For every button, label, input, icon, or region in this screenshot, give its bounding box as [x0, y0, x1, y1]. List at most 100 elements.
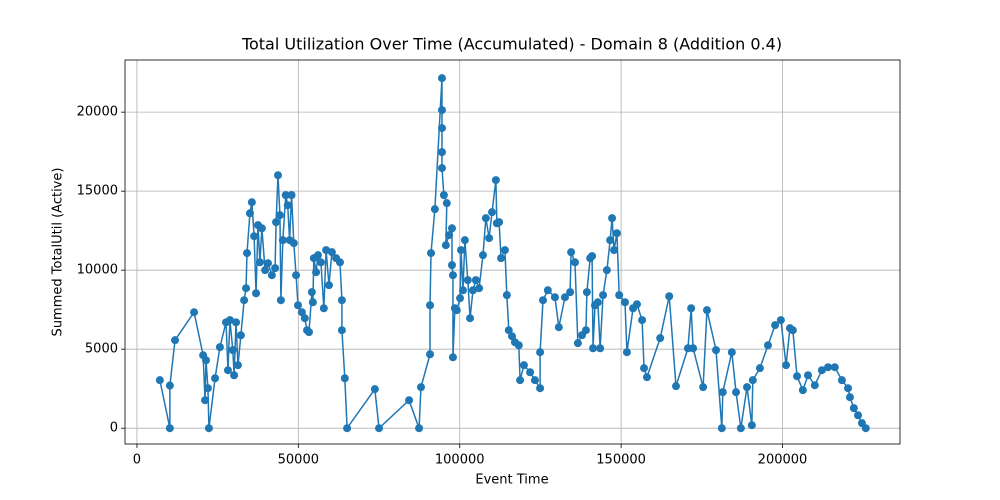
marker [460, 236, 469, 245]
line [159, 78, 867, 431]
marker [793, 372, 802, 381]
marker [426, 301, 435, 310]
marker [250, 232, 259, 241]
marker [516, 376, 525, 385]
y-tick-label: 5000 [85, 342, 118, 357]
x-tick-label: 200000 [758, 453, 808, 468]
marker [327, 248, 336, 257]
marker [554, 323, 563, 332]
marker [466, 314, 475, 323]
marker [699, 383, 708, 392]
marker [308, 298, 317, 307]
marker [844, 384, 853, 393]
marker [441, 241, 450, 250]
marker [615, 291, 624, 300]
marker [228, 346, 237, 355]
marker [596, 344, 605, 353]
marker [612, 229, 621, 238]
marker [447, 224, 456, 233]
marker [201, 396, 210, 405]
y-tick-label: 0 [110, 421, 118, 436]
marker [456, 294, 465, 303]
marker [314, 251, 323, 260]
marker [233, 361, 242, 370]
marker [810, 381, 819, 390]
marker [245, 209, 254, 218]
marker [437, 164, 446, 173]
marker [458, 286, 467, 295]
marker [638, 316, 647, 325]
marker [247, 198, 256, 207]
marker [437, 148, 446, 157]
marker [526, 368, 535, 377]
marker [202, 356, 211, 365]
marker [514, 341, 523, 350]
marker [488, 208, 497, 217]
marker [243, 249, 252, 258]
marker [849, 404, 858, 413]
marker [481, 214, 490, 223]
marker [665, 292, 674, 301]
marker [223, 366, 232, 375]
marker [276, 296, 285, 305]
marker [468, 286, 477, 295]
marker [689, 344, 698, 353]
y-tick-label: 20000 [77, 105, 118, 120]
marker [581, 326, 590, 335]
marker [593, 298, 602, 307]
marker [316, 258, 325, 267]
marker [203, 384, 212, 393]
marker [642, 373, 651, 382]
marker [837, 376, 846, 385]
marker [375, 424, 384, 433]
marker [437, 106, 446, 115]
marker [281, 191, 290, 200]
marker [307, 288, 316, 297]
marker [271, 264, 280, 273]
marker [702, 306, 711, 315]
marker [536, 384, 545, 393]
marker [475, 284, 484, 293]
marker [426, 249, 435, 258]
marker [267, 271, 276, 280]
marker [536, 348, 545, 357]
marker [312, 268, 321, 277]
marker [830, 363, 839, 372]
marker [602, 266, 611, 275]
marker [437, 124, 446, 133]
x-tick-label: 50000 [278, 453, 319, 468]
marker [448, 271, 457, 280]
marker [437, 74, 446, 83]
marker [632, 300, 641, 309]
marker [340, 374, 349, 383]
marker [287, 191, 296, 200]
x-tick-label: 100000 [435, 453, 485, 468]
marker [782, 361, 791, 370]
marker [570, 258, 579, 267]
marker [272, 218, 281, 227]
x-axis-label: Event Time [475, 473, 548, 488]
marker [171, 336, 180, 345]
marker [567, 248, 576, 257]
marker [485, 234, 494, 243]
marker [608, 214, 617, 223]
marker [370, 385, 379, 394]
marker [736, 424, 745, 433]
marker [232, 318, 241, 327]
marker [463, 276, 472, 285]
marker [225, 316, 234, 325]
marker [599, 291, 608, 300]
marker [804, 371, 813, 380]
marker [798, 386, 807, 395]
marker [471, 276, 480, 285]
marker [190, 308, 199, 317]
marker [508, 332, 517, 341]
marker [727, 348, 736, 357]
marker [278, 236, 287, 245]
y-tick-label: 15000 [77, 184, 118, 199]
marker [747, 421, 756, 430]
plot-frame [124, 59, 901, 445]
marker [539, 296, 548, 305]
marker [204, 424, 213, 433]
marker [845, 393, 854, 402]
